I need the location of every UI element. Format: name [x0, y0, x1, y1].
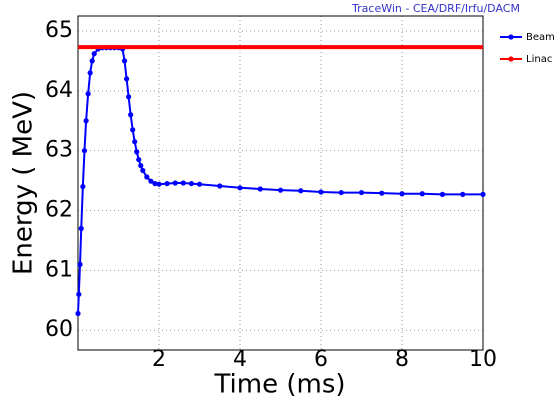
x-axis-label: Time (ms)	[213, 370, 345, 400]
legend-label: Beam	[526, 32, 555, 43]
y-tick-label: 61	[45, 257, 73, 282]
data-point	[76, 291, 82, 297]
data-point	[217, 183, 223, 189]
data-point	[140, 167, 146, 174]
data-point	[91, 51, 97, 57]
data-point	[480, 191, 486, 197]
data-point	[358, 189, 365, 196]
data-point	[87, 70, 93, 76]
data-point	[85, 91, 91, 97]
data-point	[144, 174, 150, 180]
data-point	[277, 187, 284, 193]
x-tick-label: 10	[469, 347, 497, 372]
y-tick-label: 64	[45, 78, 73, 103]
data-point	[81, 148, 88, 154]
data-point	[128, 112, 134, 118]
data-point	[156, 181, 162, 187]
data-point	[126, 94, 132, 100]
legend-label: Linac	[526, 54, 552, 65]
data-point	[138, 163, 144, 169]
y-tick-label: 62	[45, 198, 73, 223]
data-point	[257, 186, 263, 192]
x-tick-label: 2	[152, 347, 166, 372]
data-point	[136, 157, 142, 163]
data-point	[318, 189, 324, 195]
data-point	[439, 191, 446, 197]
series-line	[77, 46, 483, 314]
data-point	[172, 180, 178, 186]
data-point	[89, 58, 95, 64]
x-tick-label: 8	[395, 347, 409, 372]
legend-marker	[508, 56, 514, 62]
data-point	[338, 189, 344, 196]
plot-frame	[77, 15, 484, 351]
data-point	[80, 183, 86, 190]
data-point	[180, 180, 186, 186]
legend-marker	[508, 34, 514, 40]
data-point	[196, 181, 203, 187]
data-point	[132, 139, 138, 145]
y-tick-label: 63	[45, 138, 73, 163]
data-point	[399, 191, 405, 197]
data-point	[78, 225, 84, 232]
data-point	[83, 118, 89, 124]
x-tick-label: 4	[233, 347, 247, 372]
data-point	[75, 310, 81, 317]
data-point	[130, 127, 136, 133]
data-point	[77, 261, 83, 268]
data-point	[460, 191, 466, 197]
data-point	[121, 58, 128, 64]
data-point	[134, 149, 140, 155]
data-point	[152, 180, 158, 187]
data-point	[237, 185, 243, 191]
data-point	[379, 190, 385, 196]
data-point	[188, 180, 194, 187]
y-axis-label: Energy ( MeV)	[9, 91, 39, 275]
data-point	[298, 188, 304, 194]
x-tick-label: 6	[314, 347, 328, 372]
data-point	[419, 191, 425, 197]
chart-title: TraceWin - CEA/DRF/Irfu/DACM	[351, 2, 520, 15]
y-tick-label: 60	[45, 317, 73, 342]
y-tick-label: 65	[45, 18, 73, 43]
data-point	[124, 76, 130, 82]
data-point	[148, 178, 154, 184]
data-point	[164, 180, 170, 187]
